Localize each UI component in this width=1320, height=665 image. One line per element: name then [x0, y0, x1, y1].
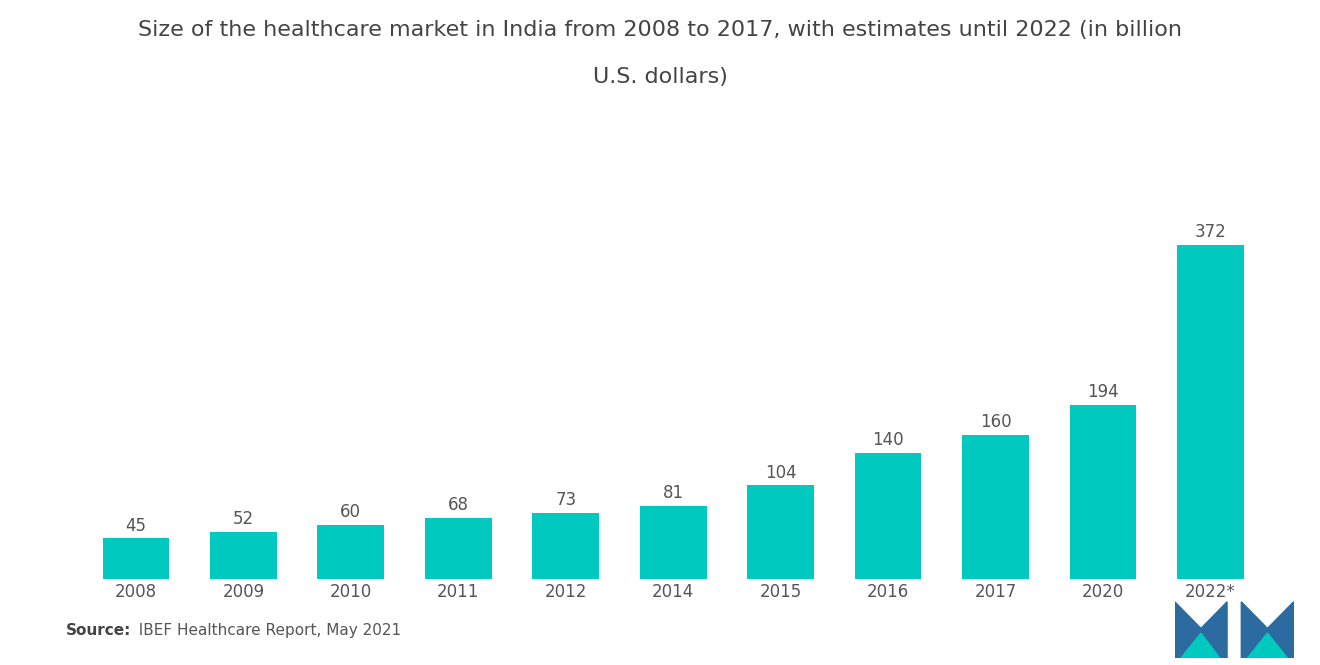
Text: 104: 104 [764, 464, 796, 481]
Text: U.S. dollars): U.S. dollars) [593, 66, 727, 86]
Bar [318, 525, 384, 579]
Text: 68: 68 [447, 496, 469, 514]
Text: 194: 194 [1088, 383, 1119, 401]
Bar [425, 517, 491, 579]
Bar [532, 513, 599, 579]
Bar [747, 485, 814, 579]
Bar [640, 506, 706, 579]
Text: 45: 45 [125, 517, 147, 535]
Polygon shape [1241, 602, 1294, 658]
Text: 372: 372 [1195, 223, 1226, 241]
Bar [962, 435, 1028, 579]
Text: 140: 140 [873, 432, 904, 450]
Bar [210, 532, 277, 579]
Text: 73: 73 [556, 491, 577, 509]
Text: 160: 160 [979, 414, 1011, 432]
Text: 60: 60 [341, 503, 362, 521]
Bar [103, 538, 169, 579]
Text: Source:: Source: [66, 623, 132, 638]
Polygon shape [1175, 602, 1228, 658]
Text: Size of the healthcare market in India from 2008 to 2017, with estimates until 2: Size of the healthcare market in India f… [139, 20, 1181, 40]
Bar [1177, 245, 1243, 579]
Polygon shape [1180, 633, 1220, 658]
Bar [1069, 404, 1137, 579]
Bar [855, 453, 921, 579]
Text: 52: 52 [232, 510, 253, 528]
Text: 81: 81 [663, 484, 684, 502]
Polygon shape [1247, 633, 1287, 658]
Text: IBEF Healthcare Report, May 2021: IBEF Healthcare Report, May 2021 [129, 623, 401, 638]
